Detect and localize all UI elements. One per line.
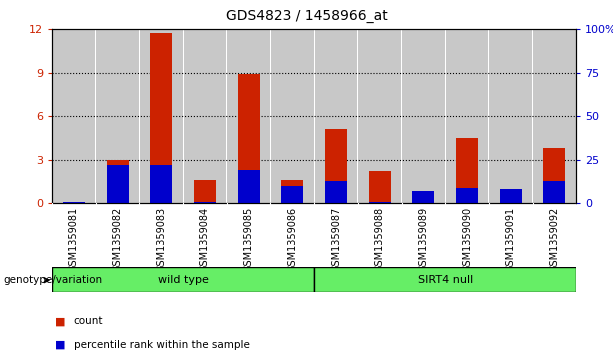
Text: GSM1359084: GSM1359084: [200, 207, 210, 272]
Text: GSM1359088: GSM1359088: [375, 207, 385, 272]
Bar: [63, 201, 85, 203]
Bar: [402, 29, 445, 203]
Text: wild type: wild type: [158, 274, 208, 285]
Bar: [63, 202, 85, 203]
Bar: [533, 29, 576, 203]
Text: GSM1359081: GSM1359081: [69, 207, 79, 272]
Text: GSM1359082: GSM1359082: [113, 207, 123, 272]
Bar: [358, 29, 401, 203]
Text: GSM1359091: GSM1359091: [506, 207, 516, 272]
Bar: [456, 138, 478, 203]
Bar: [500, 189, 522, 203]
Text: SIRT4 null: SIRT4 null: [417, 274, 473, 285]
Bar: [413, 201, 434, 203]
Bar: [544, 181, 565, 203]
Bar: [238, 170, 259, 203]
Bar: [140, 29, 183, 203]
Text: GSM1359085: GSM1359085: [243, 207, 254, 272]
Bar: [107, 160, 129, 203]
Bar: [281, 186, 303, 203]
Text: GDS4823 / 1458966_at: GDS4823 / 1458966_at: [226, 9, 387, 23]
Text: ■: ■: [55, 316, 66, 326]
Bar: [413, 191, 434, 203]
Bar: [271, 29, 314, 203]
Bar: [183, 29, 226, 203]
Bar: [96, 29, 139, 203]
Bar: [369, 201, 390, 203]
Bar: [150, 33, 172, 203]
Bar: [281, 180, 303, 203]
Bar: [238, 74, 259, 203]
Text: GSM1359086: GSM1359086: [287, 207, 297, 272]
Text: genotype/variation: genotype/variation: [3, 275, 102, 285]
Bar: [446, 29, 489, 203]
Text: ■: ■: [55, 340, 66, 350]
Bar: [53, 29, 96, 203]
Text: GSM1359090: GSM1359090: [462, 207, 472, 272]
Bar: [500, 199, 522, 203]
Bar: [314, 267, 576, 292]
Text: GSM1359092: GSM1359092: [549, 207, 560, 272]
Bar: [369, 171, 390, 203]
Bar: [489, 29, 532, 203]
Text: GSM1359087: GSM1359087: [331, 207, 341, 272]
Bar: [150, 165, 172, 203]
Bar: [107, 165, 129, 203]
Text: GSM1359083: GSM1359083: [156, 207, 166, 272]
Bar: [314, 29, 357, 203]
Bar: [456, 188, 478, 203]
Text: GSM1359089: GSM1359089: [418, 207, 428, 272]
Text: count: count: [74, 316, 103, 326]
Bar: [325, 181, 347, 203]
Bar: [194, 201, 216, 203]
Bar: [227, 29, 270, 203]
Bar: [194, 180, 216, 203]
Text: percentile rank within the sample: percentile rank within the sample: [74, 340, 249, 350]
Bar: [544, 148, 565, 203]
Bar: [325, 129, 347, 203]
Bar: [52, 267, 314, 292]
